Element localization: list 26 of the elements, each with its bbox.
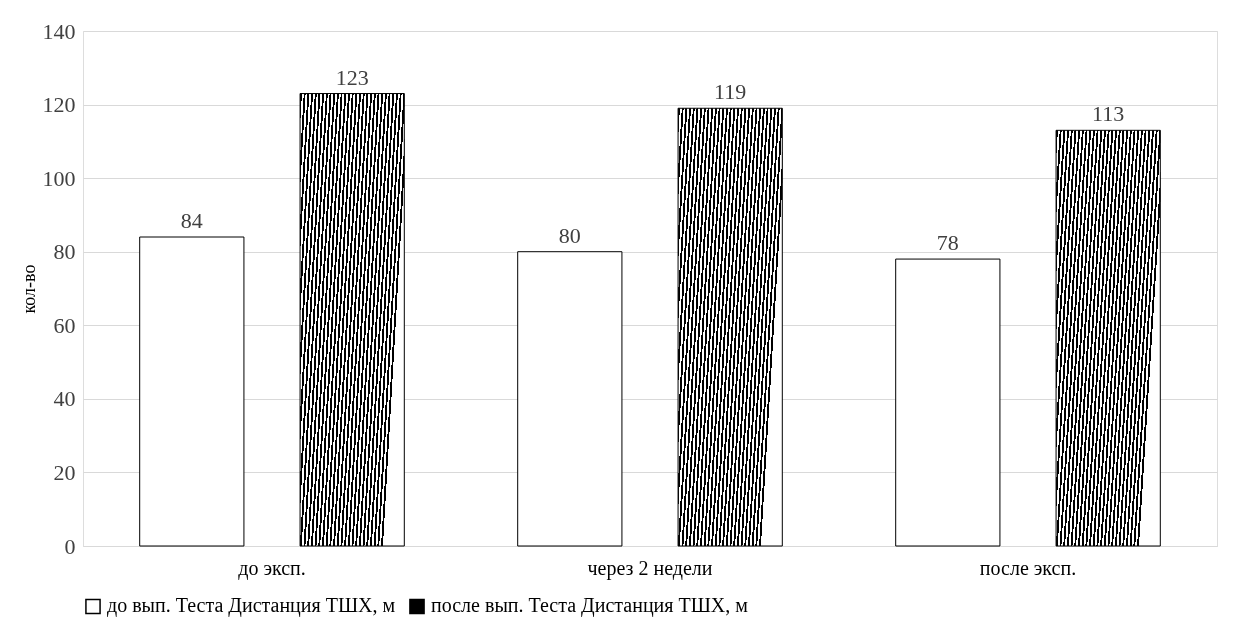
data-label: 78 <box>936 230 959 256</box>
y-tick-label: 120 <box>42 92 76 118</box>
legend-label: после вып. Теста Дистанция ТШХ, м <box>431 594 749 618</box>
x-tick-label: после эксп. <box>979 556 1077 579</box>
data-label: 80 <box>558 222 581 248</box>
data-label: 119 <box>714 79 747 105</box>
x-tick-label: через 2 недели <box>587 556 713 580</box>
bar <box>139 236 245 547</box>
bar <box>677 107 783 547</box>
x-tick-label: до эксп. <box>238 556 306 580</box>
bar <box>299 93 405 547</box>
data-label: 123 <box>335 64 369 90</box>
y-tick-label: 0 <box>64 533 76 559</box>
y-tick-label: 100 <box>42 165 76 191</box>
y-tick-label: 80 <box>53 239 76 265</box>
bar <box>1055 129 1161 547</box>
data-label: 84 <box>180 208 203 233</box>
data-label: 113 <box>1092 101 1125 127</box>
y-axis-title: кол-во <box>18 264 39 314</box>
bar <box>895 258 1001 547</box>
y-tick-label: 140 <box>42 18 76 44</box>
y-tick-label: 20 <box>53 459 76 485</box>
y-tick-label: 60 <box>53 312 76 338</box>
legend-label: до вып. Теста Дистанция ТШХ, м <box>107 594 396 618</box>
bar <box>517 251 623 547</box>
y-tick-label: 40 <box>53 386 76 412</box>
